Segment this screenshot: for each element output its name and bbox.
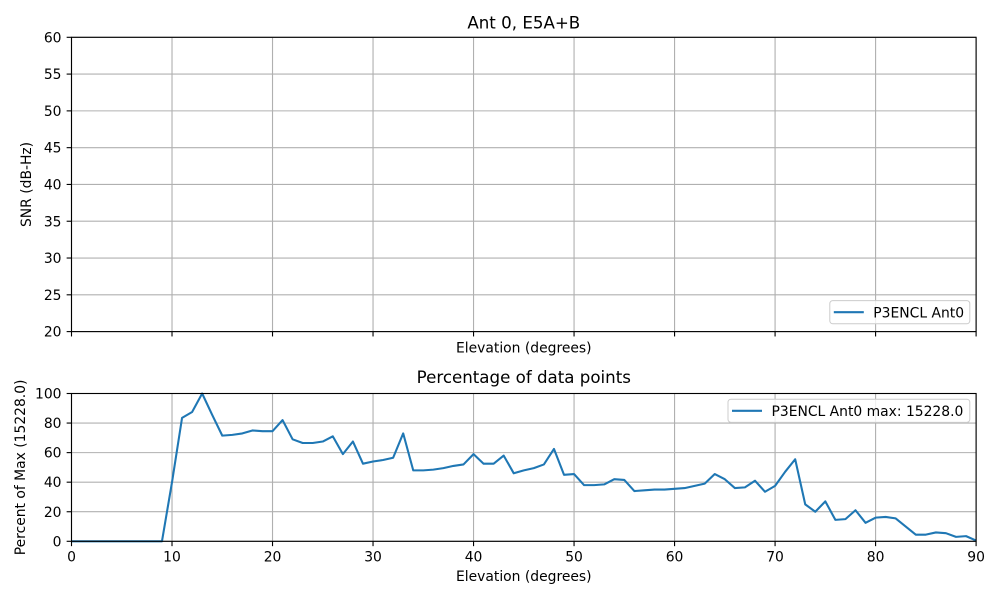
x-tick-label: 50 <box>565 550 583 566</box>
x-axis-label: Elevation (degrees) <box>456 569 592 585</box>
y-tick-label: 40 <box>44 178 62 194</box>
y-tick-label: 20 <box>44 505 62 521</box>
x-tick-label: 80 <box>867 550 885 566</box>
y-tick-label: 40 <box>44 475 62 491</box>
x-tick-label: 20 <box>264 550 282 566</box>
data-line <box>71 392 977 543</box>
y-tick-label: 45 <box>44 141 62 157</box>
x-tick-label: 70 <box>766 550 784 566</box>
x-tick-label: 10 <box>163 550 181 566</box>
x-tick-label: 60 <box>666 550 684 566</box>
y-tick-label: 35 <box>44 214 62 230</box>
y-tick-label: 0 <box>53 534 62 550</box>
legend-label: P3ENCL Ant0 <box>873 305 964 321</box>
axes-title: Ant 0, E5A+B <box>467 14 580 33</box>
y-tick-label: 100 <box>35 387 61 403</box>
axes-spines <box>70 392 977 542</box>
x-tick-label: 30 <box>364 550 382 566</box>
y-tick-label: 60 <box>44 446 62 462</box>
y-tick-label: 80 <box>44 416 62 432</box>
x-tick-label: 40 <box>465 550 483 566</box>
legend-box <box>829 300 971 325</box>
y-tick-label: 30 <box>44 251 62 267</box>
x-tick-label: 0 <box>67 550 76 566</box>
x-axis-label: Elevation (degrees) <box>456 340 592 356</box>
legend-label: P3ENCL Ant0 max: 15228.0 <box>772 404 964 420</box>
y-tick-label: 25 <box>44 288 62 304</box>
y-axis-label: SNR (dB-Hz) <box>19 142 35 227</box>
axes-title: Percentage of data points <box>417 368 631 387</box>
y-tick-label: 55 <box>44 67 62 83</box>
legend-box <box>727 398 971 423</box>
y-axis-label: Percent of Max (15228.0) <box>13 380 29 556</box>
y-tick-label: 50 <box>44 104 62 120</box>
y-tick-label: 60 <box>44 30 62 46</box>
y-tick-label: 20 <box>44 325 62 341</box>
x-tick-label: 90 <box>967 550 985 566</box>
